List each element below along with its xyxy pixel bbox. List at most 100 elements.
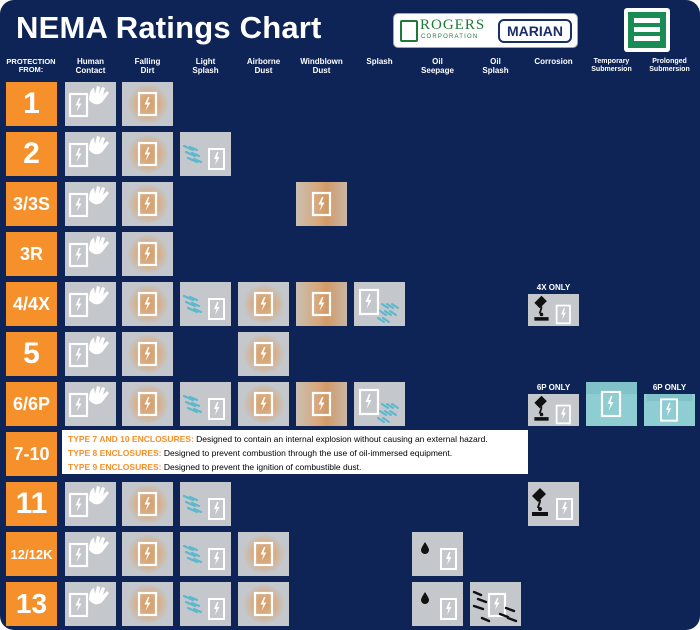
corrosion-enclosure-icon [528,294,579,326]
hand-and-enclosure-icon [65,82,116,126]
windblown-dust-enclosure-icon [296,282,347,326]
hand-and-enclosure-icon [65,482,116,526]
falling-dirt-enclosure-icon [122,282,173,326]
hand-and-enclosure-icon [65,232,116,276]
oil-seepage-enclosure-icon [412,582,463,626]
corrosion-enclosure-icon [528,394,579,426]
falling-dirt-enclosure-icon [122,532,173,576]
column-header-line1: Temporary [593,58,630,65]
hand-and-enclosure-icon [65,532,116,576]
rogers-logo-mark [400,20,418,42]
note-type-7-10: TYPE 7 AND 10 ENCLOSURES: Designed to co… [68,434,488,444]
column-header-line2: Splash [192,65,219,75]
column-header-line1: Splash [366,57,393,66]
row-label-3: 3R [6,232,57,276]
column-header-line2: Dust [312,65,331,75]
hand-and-enclosure-icon [65,182,116,226]
column-header-9: Corrosion [525,57,582,67]
light-splash-enclosure-icon [180,532,231,576]
hand-and-enclosure-icon [65,282,116,326]
marian-logo: MARIAN [498,19,572,43]
light-splash-enclosure-icon [180,132,231,176]
windblown-dust-enclosure-icon [296,182,347,226]
note-type-9: TYPE 9 ENCLOSURES: Designed to prevent t… [68,462,362,472]
airborne-dust-enclosure-icon [238,282,289,326]
column-header-line2: Splash [482,65,509,75]
only-note-badge: 6P ONLY [536,383,571,392]
page-title: NEMA Ratings Chart [16,10,322,45]
column-header-line2: Contact [75,65,106,75]
hand-and-enclosure-icon [65,582,116,626]
column-header-10: Temporary Submersion [583,58,640,73]
splash-enclosure-icon [354,382,405,426]
row-label-6: 6/6P [6,382,57,426]
brand-mark-icon [624,8,670,52]
hand-and-enclosure-icon [65,382,116,426]
column-header-line1: Prolonged [652,58,687,65]
airborne-dust-enclosure-icon [238,532,289,576]
column-header-line1: Oil [432,57,443,66]
column-header-6: Splash [351,57,408,67]
only-note-badge: 4X ONLY [536,283,571,292]
light-splash-enclosure-icon [180,482,231,526]
hand-and-enclosure-icon [65,132,116,176]
windblown-dust-enclosure-icon [296,382,347,426]
column-header-0: PROTECTION FROM: [2,57,60,75]
prolonged-submersion-enclosure-icon [644,394,695,426]
column-header-4: Airborne Dust [235,57,292,76]
column-header-3: Light Splash [177,57,234,76]
temporary-submersion-enclosure-icon [586,382,637,426]
column-header-line1: Airborne [246,57,281,66]
column-header-1: Human Contact [62,57,119,76]
partner-logos: ROGERS CORPORATION MARIAN [393,13,578,48]
column-header-line1: Oil [490,57,501,66]
column-header-line1: Light [195,57,216,66]
rogers-logo-name: ROGERS [420,17,486,33]
column-header-line2: FROM: [18,65,44,75]
light-splash-enclosure-icon [180,382,231,426]
row-label-9: 12/12K [6,532,57,576]
column-header-line1: Human [76,57,105,66]
oil-splash-enclosure-icon [470,582,521,626]
light-splash-enclosure-icon [180,582,231,626]
column-header-line2: Dirt [140,65,155,75]
falling-dirt-enclosure-icon [122,332,173,376]
column-header-7: Oil Seepage [409,57,466,76]
column-header-line2: Submersion [649,65,690,73]
falling-dirt-enclosure-icon [122,382,173,426]
rogers-logo-subtitle: CORPORATION [421,34,479,40]
column-header-line1: PROTECTION [6,57,56,66]
note-type-8: TYPE 8 ENCLOSURES: Designed to prevent c… [68,448,453,458]
column-header-5: Windblown Dust [293,57,350,76]
row-label-2: 3/3S [6,182,57,226]
airborne-dust-enclosure-icon [238,332,289,376]
enclosure-notes: TYPE 7 AND 10 ENCLOSURES: Designed to co… [62,430,528,474]
column-header-11: Prolonged Submersion [641,58,698,73]
row-label-4: 4/4X [6,282,57,326]
falling-dirt-enclosure-icon [122,232,173,276]
column-header-line2: Dust [254,65,273,75]
column-header-8: Oil Splash [467,57,524,76]
falling-dirt-enclosure-icon [122,82,173,126]
oil-seepage-enclosure-icon [412,532,463,576]
hand-and-enclosure-icon [65,332,116,376]
row-label-5: 5 [6,332,57,376]
column-header-line1: Falling [134,57,161,66]
column-header-line1: Corrosion [534,57,573,66]
falling-dirt-enclosure-icon [122,132,173,176]
airborne-dust-enclosure-icon [238,582,289,626]
column-header-line1: Windblown [300,57,343,66]
row-label-1: 2 [6,132,57,176]
row-label-7: 7-10 [6,432,57,476]
column-header-2: Falling Dirt [119,57,176,76]
splash-enclosure-icon [354,282,405,326]
row-label-10: 13 [6,582,57,626]
airborne-dust-enclosure-icon [238,382,289,426]
corrosion-enclosure-icon [528,482,579,526]
light-splash-enclosure-icon [180,282,231,326]
falling-dirt-enclosure-icon [122,482,173,526]
row-label-0: 1 [6,82,57,126]
column-header-line2: Seepage [421,65,454,75]
row-label-8: 11 [6,482,57,526]
